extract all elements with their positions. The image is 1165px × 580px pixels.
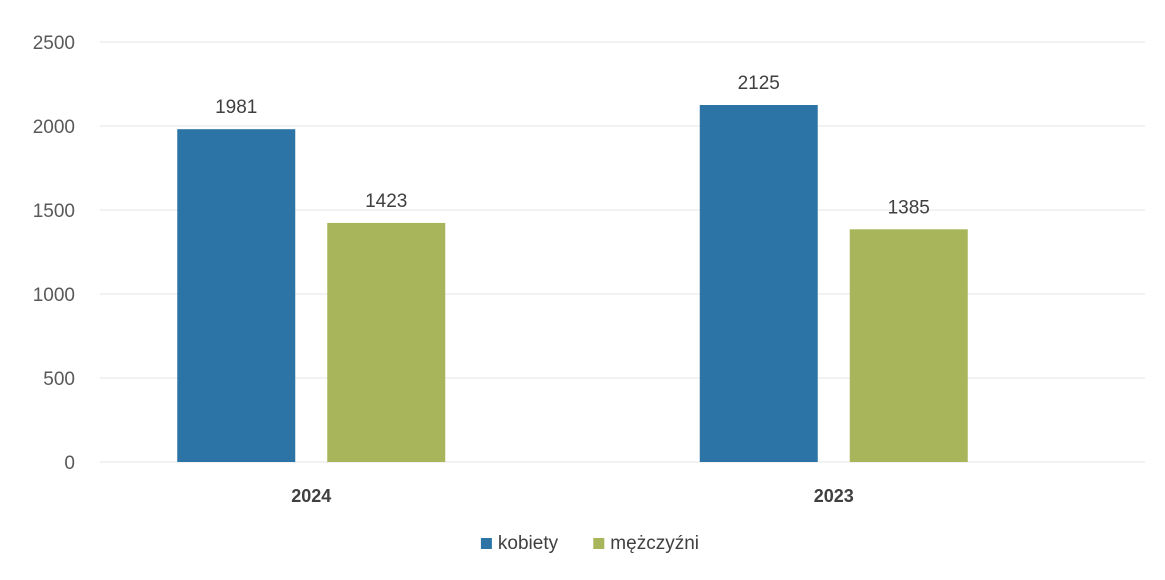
data-label-2023-1: 1385 <box>888 197 930 218</box>
legend-swatch-0 <box>480 538 492 549</box>
category-label-2023: 2023 <box>814 486 854 506</box>
bar-2023-1 <box>849 229 968 462</box>
legend-label-1: mężczyźni <box>610 533 699 554</box>
legend-swatch-1 <box>593 538 605 549</box>
y-tick-label-500: 500 <box>43 369 75 390</box>
bar-2024-0 <box>177 129 296 462</box>
bar-2023-0 <box>699 105 818 462</box>
y-tick-label-2000: 2000 <box>33 117 75 138</box>
y-tick-label-2500: 2500 <box>33 33 75 54</box>
legend-label-0: kobiety <box>498 533 559 554</box>
y-tick-label-0: 0 <box>64 453 75 474</box>
category-label-2024: 2024 <box>291 486 331 506</box>
y-tick-label-1500: 1500 <box>33 201 75 222</box>
y-tick-label-1000: 1000 <box>33 285 75 306</box>
data-label-2024-1: 1423 <box>365 191 407 212</box>
bar-2024-1 <box>327 222 446 462</box>
data-label-2024-0: 1981 <box>215 97 257 118</box>
data-label-2023-0: 2125 <box>738 73 780 94</box>
